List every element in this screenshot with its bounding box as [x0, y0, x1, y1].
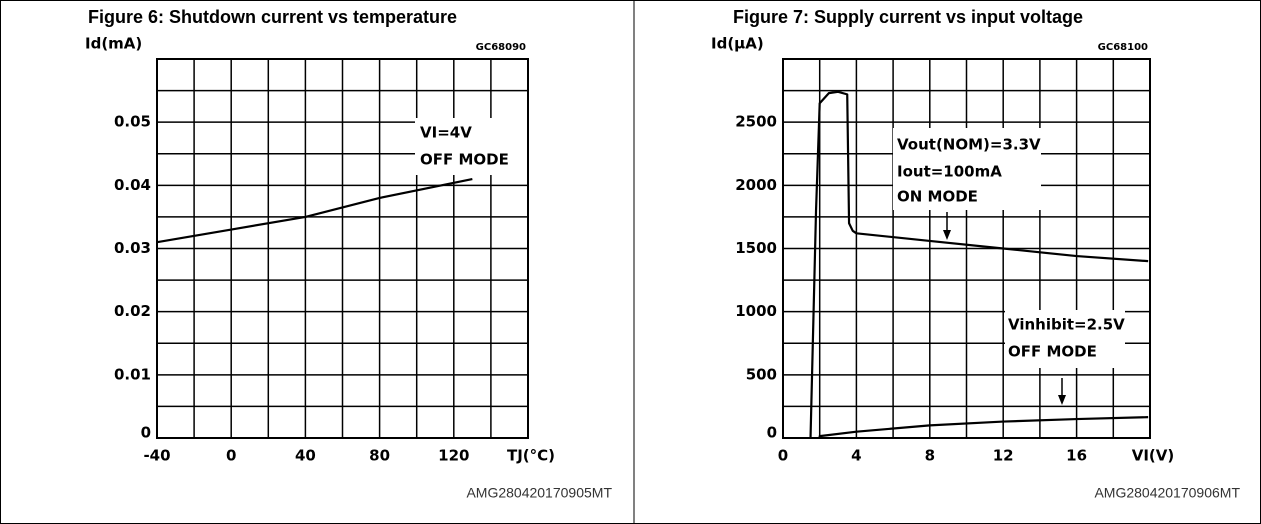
x-tick-label: 8 [925, 447, 935, 465]
y-tick-label: 1000 [735, 302, 777, 320]
y-tick-label: 0.05 [114, 113, 151, 131]
x-tick-label: 0 [226, 447, 236, 465]
x-tick-label: 120 [438, 447, 469, 465]
x-tick-label: -40 [143, 447, 170, 465]
y-axis-label: Id(mA) [85, 35, 142, 53]
y-tick-label: 2000 [735, 176, 777, 194]
x-tick-label: 40 [295, 447, 316, 465]
y-tick-label: 1500 [735, 239, 777, 257]
footnote: AMG280420170906MT [1094, 485, 1240, 501]
y-axis-label: Id(µA) [711, 35, 764, 53]
annotation: Vinhibit=2.5V [1008, 316, 1125, 334]
annotation: Iout=100mA [897, 163, 1002, 181]
figure-code: GC68100 [1098, 42, 1148, 53]
annotation: ON MODE [897, 188, 978, 206]
annotation: Vout(NOM)=3.3V [897, 136, 1041, 154]
annotation: VI=4V [420, 124, 472, 142]
x-axis-label: VI(V) [1132, 447, 1175, 465]
y-tick-label: 0.04 [114, 176, 151, 194]
x-tick-label: 80 [369, 447, 390, 465]
y-tick-label: 0 [767, 424, 777, 442]
annotation: OFF MODE [420, 151, 509, 169]
x-tick-label: 16 [1066, 447, 1087, 465]
figure-code: GC68090 [476, 42, 526, 53]
y-tick-label: 0 [141, 424, 151, 442]
x-tick-label: 12 [993, 447, 1014, 465]
x-axis-label: TJ(°C) [507, 447, 555, 465]
y-tick-label: 2500 [735, 113, 777, 131]
x-tick-label: 4 [851, 447, 861, 465]
chart-title: Figure 7: Supply current vs input voltag… [733, 7, 1083, 27]
y-tick-label: 0.01 [114, 365, 151, 383]
chart-title: Figure 6: Shutdown current vs temperatur… [88, 7, 457, 27]
x-tick-label: 0 [778, 447, 788, 465]
annotation: OFF MODE [1008, 343, 1097, 361]
y-tick-label: 0.02 [114, 302, 151, 320]
y-tick-label: 500 [746, 365, 777, 383]
figure: Figure 6: Shutdown current vs temperatur… [0, 0, 1261, 524]
y-tick-label: 0.03 [114, 239, 151, 257]
frame [1, 1, 1261, 524]
footnote: AMG280420170905MT [466, 485, 612, 501]
